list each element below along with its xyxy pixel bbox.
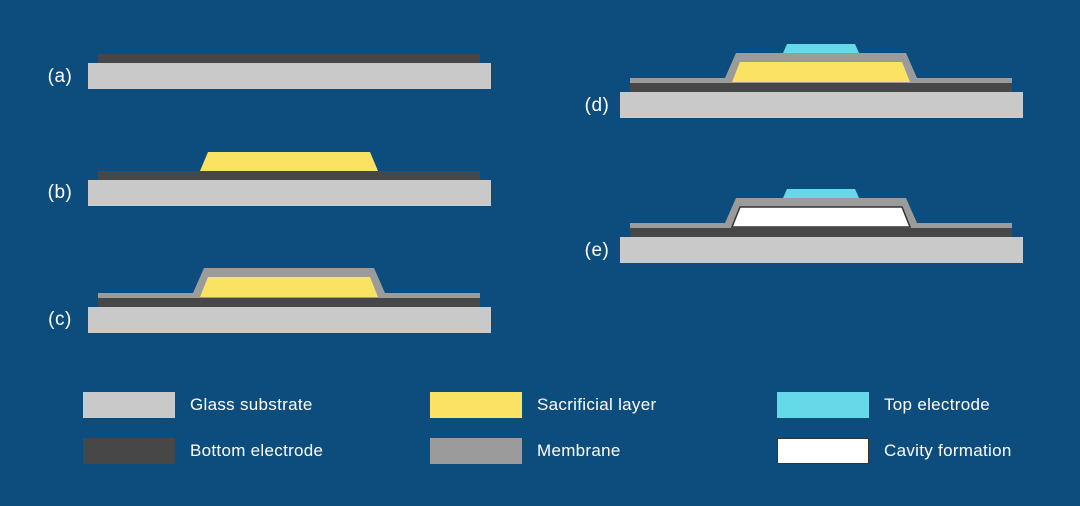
top-electrode-label: Top electrode	[884, 395, 990, 414]
legend-item-sacrificial-layer: Sacrificial layer	[430, 392, 656, 418]
panel-b-label: (b)	[47, 182, 73, 203]
panel-a-glass-substrate-layer	[88, 63, 491, 89]
panel-e-label: (e)	[584, 240, 610, 261]
panel-b-glass-substrate-layer	[88, 180, 491, 206]
panel-c	[88, 268, 491, 333]
sacrificial-layer-label: Sacrificial layer	[537, 395, 657, 414]
glass-substrate-swatch	[83, 392, 175, 418]
bottom-electrode-label: Bottom electrode	[190, 441, 324, 460]
panel-c-glass-substrate-layer	[88, 307, 491, 333]
panel-d-sacrificial-layer	[732, 62, 910, 82]
panel-d-top-electrode-layer	[783, 44, 859, 53]
panel-b-bottom-electrode-layer	[98, 171, 480, 180]
panel-c-label: (c)	[48, 309, 72, 330]
top-electrode-swatch	[777, 392, 869, 418]
panel-a-label: (a)	[47, 66, 73, 87]
panel-e	[620, 189, 1023, 263]
panel-e-bottom-electrode-layer	[630, 228, 1012, 237]
panel-c-bottom-electrode-layer	[98, 298, 480, 307]
cavity-formation-label: Cavity formation	[884, 441, 1012, 460]
legend-item-bottom-electrode: Bottom electrode	[83, 438, 323, 464]
sacrificial-layer-swatch	[430, 392, 522, 418]
panel-d	[620, 44, 1023, 118]
membrane-label: Membrane	[537, 441, 621, 460]
panel-b-sacrificial-layer	[200, 152, 378, 171]
panel-d-label: (d)	[584, 95, 610, 116]
bottom-electrode-swatch	[83, 438, 175, 464]
panel-d-glass-substrate-layer	[620, 92, 1023, 118]
legend-item-glass-substrate: Glass substrate	[83, 392, 313, 418]
panel-a	[88, 54, 491, 89]
cavity-formation-swatch	[777, 438, 869, 464]
legend-item-cavity-formation: Cavity formation	[777, 438, 1012, 464]
panel-a-bottom-electrode-layer	[98, 54, 480, 63]
panel-b	[88, 152, 491, 206]
glass-substrate-label: Glass substrate	[190, 395, 313, 414]
panel-e-top-electrode-layer	[783, 189, 859, 198]
legend-item-membrane: Membrane	[430, 438, 621, 464]
legend-item-top-electrode: Top electrode	[777, 392, 990, 418]
panel-c-sacrificial-layer	[200, 277, 378, 297]
membrane-swatch	[430, 438, 522, 464]
panel-d-bottom-electrode-layer	[630, 83, 1012, 92]
panel-e-glass-substrate-layer	[620, 237, 1023, 263]
panel-e-cavity-layer	[730, 206, 912, 228]
